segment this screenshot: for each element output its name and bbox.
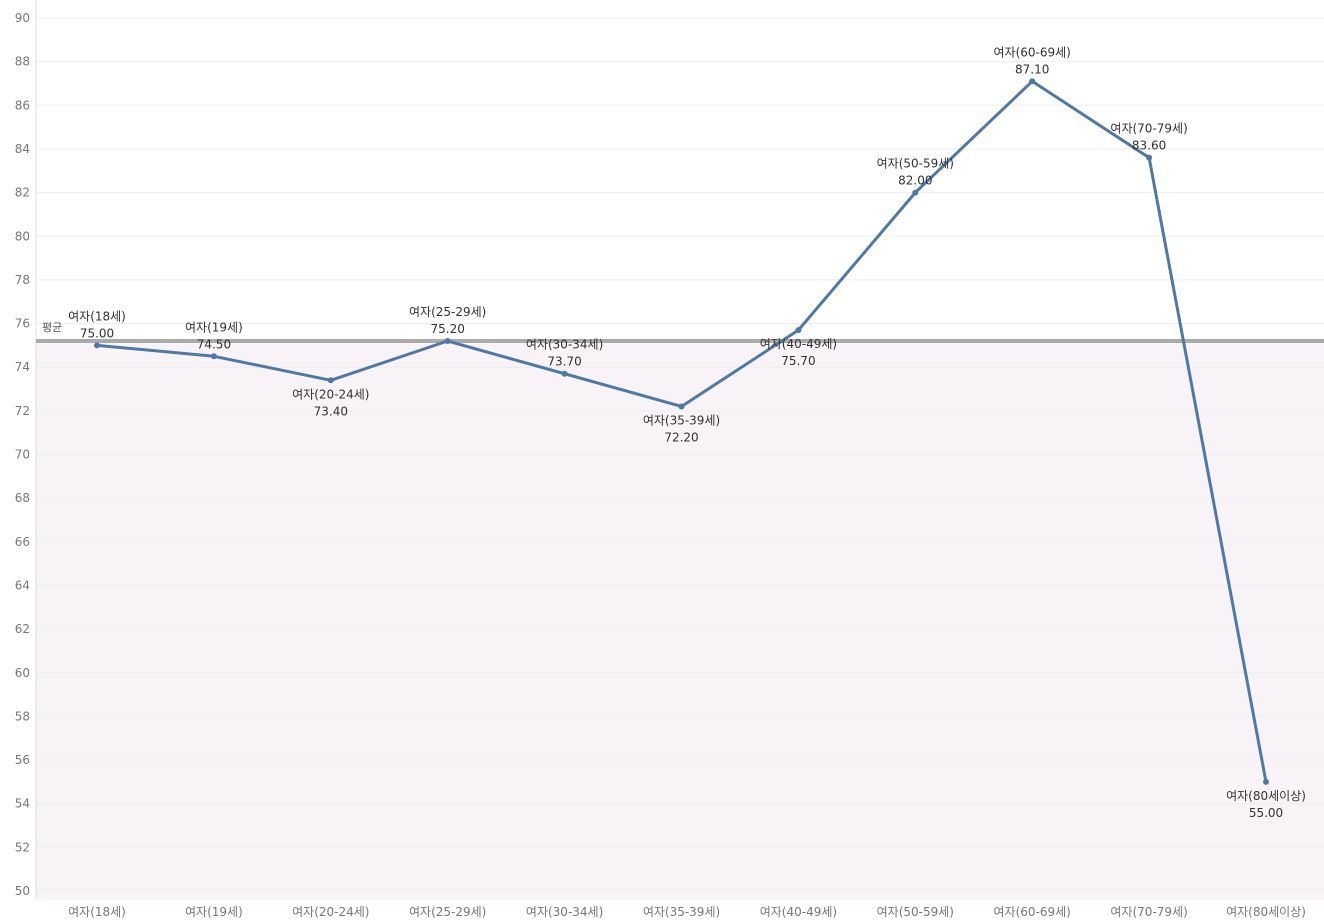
x-tick-label: 여자(25-29세) bbox=[409, 905, 486, 919]
data-label-value: 72.20 bbox=[664, 430, 698, 444]
data-point bbox=[795, 327, 802, 334]
data-label-value: 75.00 bbox=[80, 326, 114, 340]
y-axis-ticks: 50 52 54 56 58 60 62 64 66 68 70 72 74 76 78 80 82 84 86 88… bbox=[15, 11, 30, 898]
data-label-category: 여자(60-69세) bbox=[994, 45, 1071, 59]
x-tick-label: 여자(40-49세) bbox=[760, 905, 837, 919]
y-tick-label: 66 bbox=[15, 535, 30, 549]
data-label-category: 여자(50-59세) bbox=[877, 157, 954, 171]
data-label-category: 여자(80세이상) bbox=[1226, 789, 1306, 803]
data-label-category: 여자(18세) bbox=[68, 309, 126, 323]
data-label-value: 87.10 bbox=[1015, 62, 1049, 76]
y-tick-label: 86 bbox=[15, 98, 30, 112]
data-label-category: 여자(19세) bbox=[185, 320, 243, 334]
data-label-category: 여자(30-34세) bbox=[526, 338, 603, 352]
data-point bbox=[210, 353, 217, 360]
data-points bbox=[94, 78, 1269, 785]
y-tick-label: 76 bbox=[15, 317, 30, 331]
y-tick-label: 60 bbox=[15, 666, 30, 680]
y-tick-label: 58 bbox=[15, 709, 30, 723]
y-tick-label: 90 bbox=[15, 11, 30, 25]
data-label-value: 75.20 bbox=[431, 322, 465, 336]
data-label-category: 여자(20-24세) bbox=[292, 387, 369, 401]
data-labels: 여자(18세) 75.00 여자(19세) 74.50 여자(20-24세) 73.40 여… bbox=[68, 45, 1306, 820]
y-tick-label: 50 bbox=[15, 884, 30, 898]
data-label-value: 55.00 bbox=[1249, 806, 1283, 820]
x-tick-label: 여자(19세) bbox=[185, 905, 243, 919]
data-point bbox=[444, 338, 451, 345]
below-average-band bbox=[36, 341, 1324, 900]
data-point bbox=[678, 403, 685, 410]
y-tick-label: 88 bbox=[15, 55, 30, 69]
x-tick-label: 여자(50-59세) bbox=[877, 905, 954, 919]
y-tick-label: 82 bbox=[15, 186, 30, 200]
y-tick-label: 56 bbox=[15, 753, 30, 767]
data-point bbox=[1146, 154, 1153, 161]
gridlines bbox=[36, 17, 1324, 892]
average-reference-label: 평균 bbox=[42, 321, 62, 334]
data-point bbox=[1029, 78, 1036, 85]
data-label-category: 여자(35-39세) bbox=[643, 413, 720, 427]
y-tick-label: 84 bbox=[15, 142, 30, 156]
data-label-value: 82.00 bbox=[898, 174, 932, 188]
x-tick-label: 여자(70-79세) bbox=[1110, 905, 1187, 919]
y-tick-label: 80 bbox=[15, 229, 30, 243]
x-tick-label: 여자(30-34세) bbox=[526, 905, 603, 919]
x-tick-label: 여자(60-69세) bbox=[994, 905, 1071, 919]
data-label-category: 여자(40-49세) bbox=[760, 337, 837, 351]
data-label-value: 73.70 bbox=[547, 355, 581, 369]
data-label-value: 75.70 bbox=[781, 354, 815, 368]
data-point bbox=[327, 377, 334, 384]
y-tick-label: 64 bbox=[15, 578, 30, 592]
data-label-value: 73.40 bbox=[314, 404, 348, 418]
y-tick-label: 52 bbox=[15, 840, 30, 854]
x-axis-ticks: 여자(18세) 여자(19세) 여자(20-24세) 여자(25-29세) 여자(30-… bbox=[68, 905, 1306, 919]
x-tick-label: 여자(35-39세) bbox=[643, 905, 720, 919]
data-label-value: 74.50 bbox=[197, 337, 231, 351]
data-point bbox=[561, 370, 568, 377]
y-tick-label: 68 bbox=[15, 491, 30, 505]
data-point bbox=[912, 189, 919, 196]
y-tick-label: 74 bbox=[15, 360, 30, 374]
y-tick-label: 78 bbox=[15, 273, 30, 287]
x-tick-label: 여자(20-24세) bbox=[292, 905, 369, 919]
x-tick-label: 여자(18세) bbox=[68, 905, 126, 919]
y-tick-label: 62 bbox=[15, 622, 30, 636]
y-tick-label: 70 bbox=[15, 448, 30, 462]
x-tick-label: 여자(80세이상) bbox=[1226, 905, 1306, 919]
data-label-category: 여자(25-29세) bbox=[409, 305, 486, 319]
data-label-value: 83.60 bbox=[1132, 139, 1166, 153]
data-point bbox=[1263, 778, 1269, 785]
y-tick-label: 72 bbox=[15, 404, 30, 418]
y-tick-label: 54 bbox=[15, 797, 30, 811]
data-point bbox=[94, 342, 100, 349]
data-label-category: 여자(70-79세) bbox=[1110, 122, 1187, 136]
